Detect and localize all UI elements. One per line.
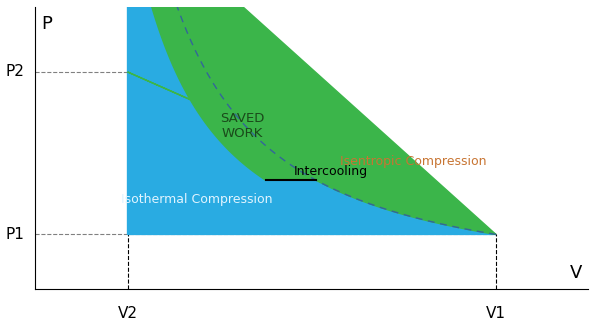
Text: Isentropic Compression: Isentropic Compression (340, 155, 486, 168)
Text: V1: V1 (486, 306, 506, 321)
Polygon shape (127, 0, 496, 234)
Text: P2: P2 (5, 65, 24, 80)
Text: V: V (570, 264, 583, 282)
Text: P1: P1 (5, 227, 24, 242)
Polygon shape (127, 0, 496, 234)
Text: Isothermal Compression: Isothermal Compression (121, 193, 273, 206)
Text: V2: V2 (118, 306, 137, 321)
Text: SAVED
WORK: SAVED WORK (221, 112, 265, 140)
Text: P: P (41, 15, 52, 33)
Text: Intercooling: Intercooling (293, 165, 368, 178)
